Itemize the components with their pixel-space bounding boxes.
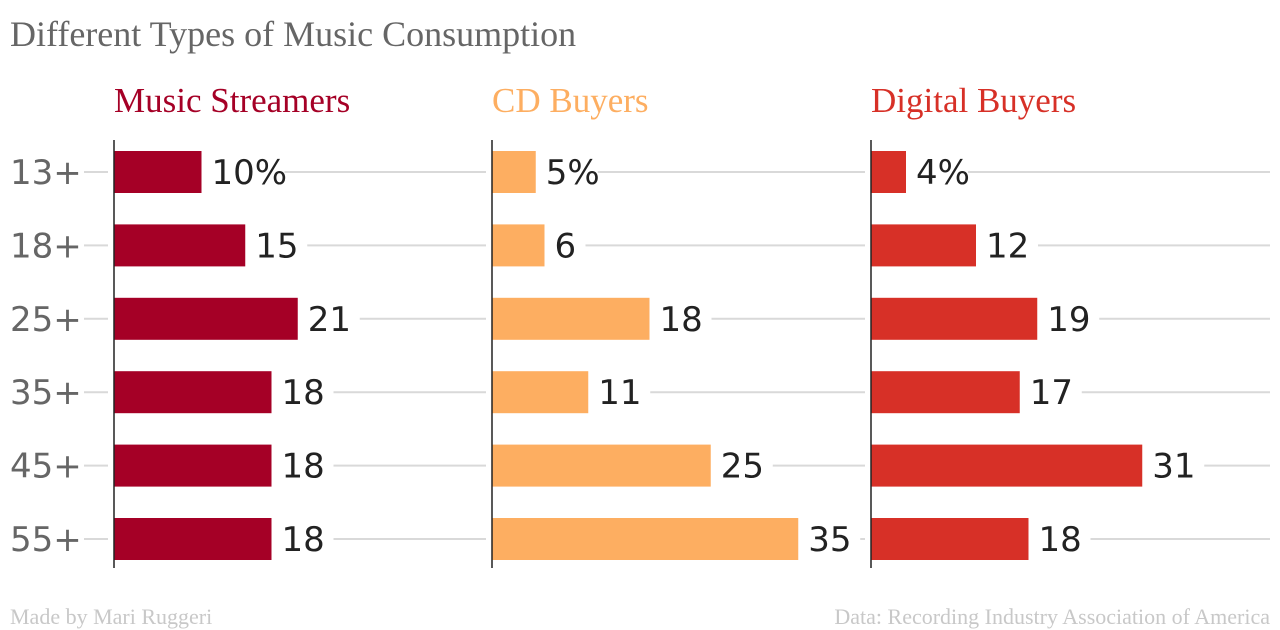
category-label-2: 18+ [10, 226, 82, 266]
bar [492, 371, 589, 414]
bar [871, 371, 1020, 414]
data-label: 6 [555, 226, 577, 266]
category-label-3: 25+ [10, 300, 82, 340]
data-label: 5% [546, 153, 600, 193]
bar [871, 518, 1029, 560]
panel-2: CD Buyers 5% 6 18 11 25 35 [491, 81, 865, 568]
bar [114, 444, 272, 487]
data-label: 35 [808, 520, 851, 560]
panel-title: Music Streamers [114, 81, 350, 120]
panel-3: Digital Buyers 4% 12 19 17 31 18 [870, 81, 1270, 568]
bar [492, 151, 536, 193]
data-label: 25 [721, 447, 764, 487]
data-label: 10% [212, 153, 288, 193]
bar [871, 224, 976, 267]
bar [492, 297, 650, 340]
bar [871, 151, 906, 193]
chart-title: Different Types of Music Consumption [10, 14, 576, 54]
data-label: 15 [255, 226, 298, 266]
data-label: 11 [598, 373, 641, 413]
data-label: 18 [1039, 520, 1082, 560]
bar [871, 297, 1038, 340]
data-label: 18 [282, 373, 325, 413]
bar [492, 518, 799, 560]
bar [114, 151, 202, 193]
data-label: 18 [660, 300, 703, 340]
data-label: 18 [282, 447, 325, 487]
bar [114, 224, 246, 267]
bar [114, 518, 272, 560]
source-text: Data: Recording Industry Association of … [834, 604, 1270, 629]
data-label: 19 [1047, 300, 1090, 340]
bar [114, 297, 298, 340]
category-labels: 13+ 18+ 25+ 35+ 45+ 55+ [10, 153, 108, 560]
bar [871, 444, 1143, 487]
panel-title: Digital Buyers [871, 81, 1076, 120]
data-label: 17 [1030, 373, 1073, 413]
panel-title: CD Buyers [492, 81, 649, 120]
bar [492, 444, 711, 487]
category-label-5: 45+ [10, 447, 82, 487]
bar [492, 224, 545, 267]
category-label-4: 35+ [10, 373, 82, 413]
data-label: 21 [308, 300, 351, 340]
data-label: 4% [916, 153, 970, 193]
data-label: 31 [1152, 447, 1195, 487]
data-label: 12 [986, 226, 1029, 266]
bar [114, 371, 272, 414]
credit-text: Made by Mari Ruggeri [10, 604, 212, 629]
category-label-6: 55+ [10, 520, 82, 560]
category-label-1: 13+ [10, 153, 82, 193]
data-label: 18 [282, 520, 325, 560]
